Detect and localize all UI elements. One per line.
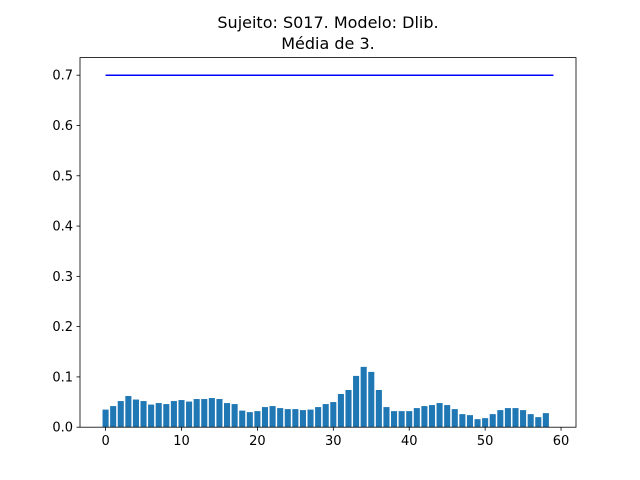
bar <box>284 409 291 428</box>
bar <box>102 409 109 428</box>
bar <box>201 399 208 428</box>
bar <box>474 419 481 428</box>
bar <box>428 405 436 428</box>
axes-frame <box>79 57 577 428</box>
bar <box>466 415 473 428</box>
bar <box>330 402 337 428</box>
y-tick-label: 0.0 <box>52 421 73 436</box>
bar <box>155 403 162 428</box>
bar <box>231 404 238 428</box>
bar <box>353 375 360 428</box>
bar <box>535 417 542 428</box>
y-tick-label: 0.3 <box>52 270 73 285</box>
bar <box>125 396 132 428</box>
y-tick-label: 0.2 <box>52 320 73 335</box>
bar <box>451 409 458 428</box>
y-tick-label: 0.1 <box>52 370 73 385</box>
bar <box>148 404 155 428</box>
bar <box>398 411 405 428</box>
bar <box>186 401 193 428</box>
x-tick-label: 0 <box>101 434 109 449</box>
bar <box>216 399 223 428</box>
y-tick-label: 0.5 <box>52 169 73 184</box>
bar <box>421 406 428 428</box>
y-tick-label: 0.6 <box>52 119 73 134</box>
bar <box>527 414 534 428</box>
bar <box>482 418 489 428</box>
bar <box>292 409 299 428</box>
chart-title: Média de 3. <box>281 34 375 53</box>
x-tick-label: 50 <box>477 434 494 449</box>
bar <box>497 410 504 428</box>
bar <box>277 408 284 428</box>
bar <box>337 394 344 428</box>
x-tick-label: 20 <box>249 434 266 449</box>
bar <box>368 371 375 428</box>
bar <box>512 408 519 428</box>
x-tick-label: 10 <box>173 434 190 449</box>
bar <box>208 398 215 428</box>
bar <box>406 411 413 428</box>
bar <box>391 411 398 428</box>
x-tick-label: 60 <box>553 434 570 449</box>
y-tick-label: 0.4 <box>52 220 73 235</box>
bar <box>170 401 177 428</box>
bar <box>246 412 253 428</box>
bar <box>269 406 276 428</box>
bar <box>239 410 246 428</box>
bar <box>345 389 352 428</box>
bar <box>140 401 147 428</box>
bar <box>322 404 329 428</box>
bar <box>163 404 170 428</box>
x-tick-label: 30 <box>325 434 342 449</box>
bar <box>413 408 420 428</box>
chart-title: Sujeito: S017. Modelo: Dlib. <box>217 13 438 32</box>
bar <box>436 403 443 428</box>
bar <box>261 407 269 428</box>
bar <box>459 414 466 428</box>
bar <box>315 407 322 428</box>
bar <box>254 411 261 428</box>
bar <box>132 399 139 428</box>
bar <box>444 405 451 428</box>
bar <box>307 409 314 428</box>
bar <box>542 413 549 428</box>
bar <box>360 366 367 428</box>
bar <box>375 389 382 428</box>
bar <box>383 407 390 428</box>
x-tick-label: 40 <box>401 434 418 449</box>
bar <box>110 406 117 428</box>
y-tick-label: 0.7 <box>52 69 73 84</box>
bar <box>224 403 231 428</box>
bar <box>178 400 185 428</box>
bar <box>117 401 124 428</box>
bar <box>489 414 496 428</box>
bar <box>504 408 511 428</box>
bar <box>299 410 306 428</box>
bar <box>520 410 527 428</box>
bar <box>193 399 200 428</box>
